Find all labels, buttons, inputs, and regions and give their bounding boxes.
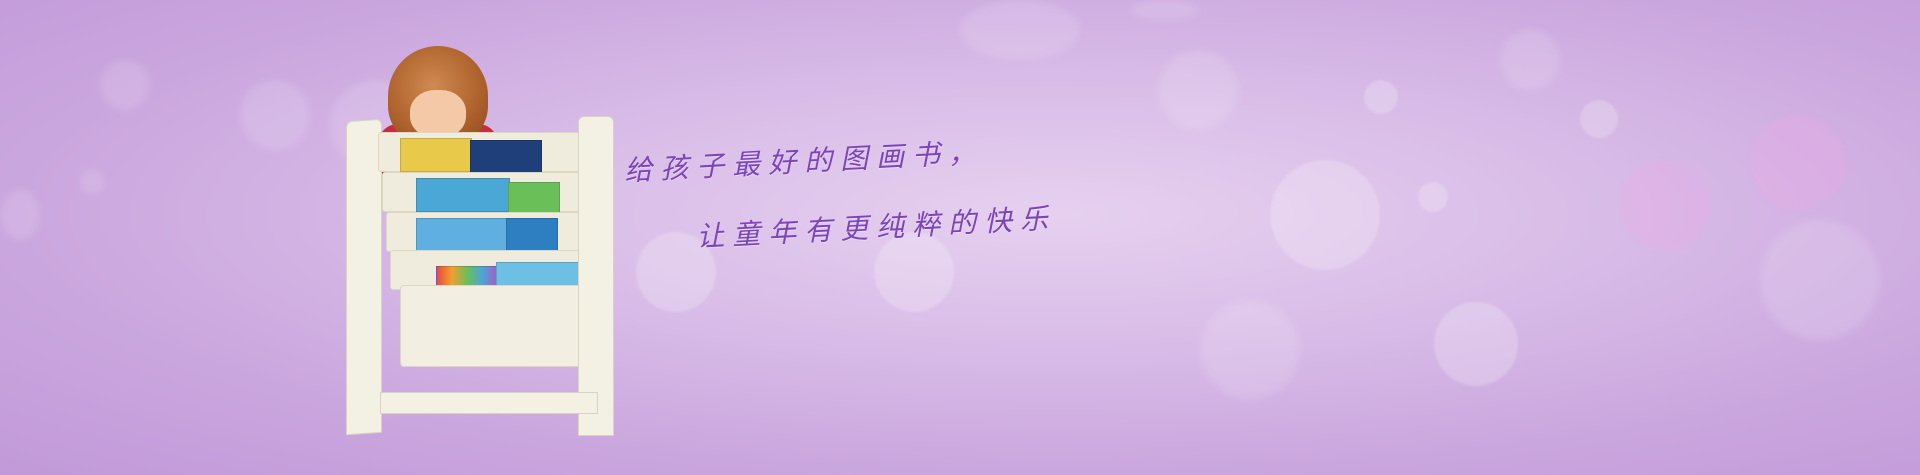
shelf-side xyxy=(578,116,614,436)
bokeh-circle xyxy=(0,190,40,240)
book xyxy=(416,218,508,252)
shelf-bottom-sling xyxy=(400,285,592,367)
bokeh-circle xyxy=(1158,50,1238,130)
girl-face xyxy=(410,90,466,138)
bokeh-circle xyxy=(636,232,716,312)
bokeh-circle xyxy=(1200,300,1300,400)
book xyxy=(416,178,510,212)
bokeh-circle xyxy=(874,232,954,312)
book xyxy=(470,140,542,174)
slogan-line-2: 让童年有更纯粹的快乐 xyxy=(695,201,1057,254)
bokeh-circle xyxy=(1580,100,1618,138)
book xyxy=(400,138,472,172)
shelf-side xyxy=(346,118,382,436)
bokeh-circle xyxy=(240,80,310,150)
bokeh-circle xyxy=(1750,115,1846,211)
bokeh-circle xyxy=(100,60,150,110)
bokeh-circle xyxy=(1434,302,1518,386)
bokeh-circle xyxy=(1130,0,1200,20)
book xyxy=(506,218,558,252)
bokeh-circle xyxy=(1364,80,1398,114)
bokeh-circle xyxy=(1500,30,1560,90)
bokeh-circle xyxy=(1620,160,1710,250)
slogan-line-1: 给孩子最好的图画书， xyxy=(623,135,985,188)
book xyxy=(508,182,560,216)
bokeh-circle xyxy=(960,0,1080,60)
bokeh-circle xyxy=(80,170,104,194)
shelf-base xyxy=(380,392,598,414)
bokeh-circle xyxy=(1270,160,1380,270)
bokeh-circle xyxy=(1760,220,1880,340)
bokeh-circle xyxy=(1418,182,1448,212)
girl-bookshelf-illustration xyxy=(340,40,620,440)
book xyxy=(496,262,580,288)
